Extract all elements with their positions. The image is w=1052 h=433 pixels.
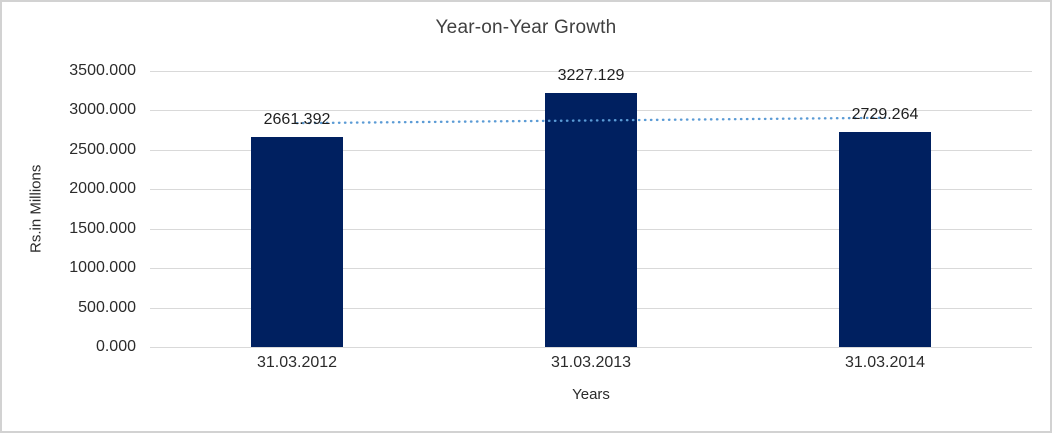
- y-tick-label: 3000.000: [69, 101, 136, 119]
- x-axis-title: Years: [572, 386, 610, 403]
- bar-value-label: 2661.392: [263, 111, 331, 129]
- bar-31.03.2012: [251, 137, 343, 347]
- x-tick-label: 31.03.2013: [550, 354, 632, 371]
- y-tick-label: 1000.000: [69, 259, 136, 277]
- bar-31.03.2013: [545, 92, 637, 347]
- gridline: [150, 71, 1032, 72]
- x-tick-label: 31.03.2012: [256, 354, 338, 371]
- bar-31.03.2014: [839, 131, 931, 347]
- bar-value-label: 3227.129: [557, 66, 625, 84]
- y-tick-label: 2500.000: [69, 140, 136, 158]
- y-tick-label: 500.000: [78, 298, 136, 316]
- y-tick-label: 2000.000: [69, 180, 136, 198]
- x-tick-label: 31.03.2014: [844, 354, 926, 371]
- bar-value-label: 2729.264: [851, 105, 919, 123]
- y-tick-label: 3500.000: [69, 62, 136, 79]
- chart-title: Year-on-Year Growth: [435, 17, 617, 38]
- y-tick-label: 1500.000: [69, 219, 136, 237]
- plot-area: 2661.392 3227.129 2729.264: [150, 67, 1032, 348]
- gridline: [150, 347, 1032, 348]
- y-tick-label: 0.000: [95, 338, 136, 355]
